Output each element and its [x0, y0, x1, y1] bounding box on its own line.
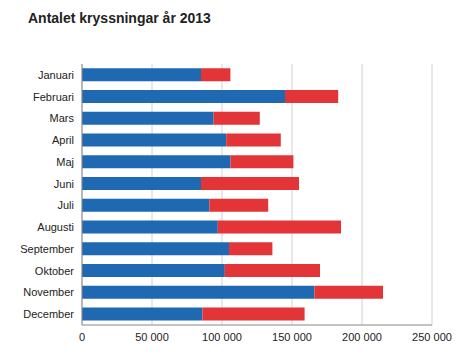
- svg-text:Juli: Juli: [57, 199, 74, 211]
- svg-text:November: November: [23, 286, 74, 298]
- svg-text:0: 0: [79, 331, 85, 343]
- svg-text:December: December: [23, 308, 74, 320]
- svg-text:100 000: 100 000: [202, 331, 242, 343]
- svg-text:Juni: Juni: [54, 178, 74, 190]
- svg-text:Maj: Maj: [56, 156, 74, 168]
- svg-text:Oktober: Oktober: [35, 265, 74, 277]
- svg-text:Augusti: Augusti: [37, 221, 74, 233]
- svg-text:Mars: Mars: [50, 112, 75, 124]
- html-text:Antalet kryssningar år 2013: Antalet kryssningar år 2013: [28, 10, 211, 26]
- svg-text:200 000: 200 000: [342, 331, 382, 343]
- svg-text:Februari: Februari: [33, 91, 74, 103]
- svg-text:September: September: [20, 243, 74, 255]
- svg-text:April: April: [52, 134, 74, 146]
- svg-text:Januari: Januari: [38, 69, 74, 81]
- svg-text:50 000: 50 000: [135, 331, 169, 343]
- svg-text:250 000: 250 000: [412, 331, 452, 343]
- svg-text:150 000: 150 000: [272, 331, 312, 343]
